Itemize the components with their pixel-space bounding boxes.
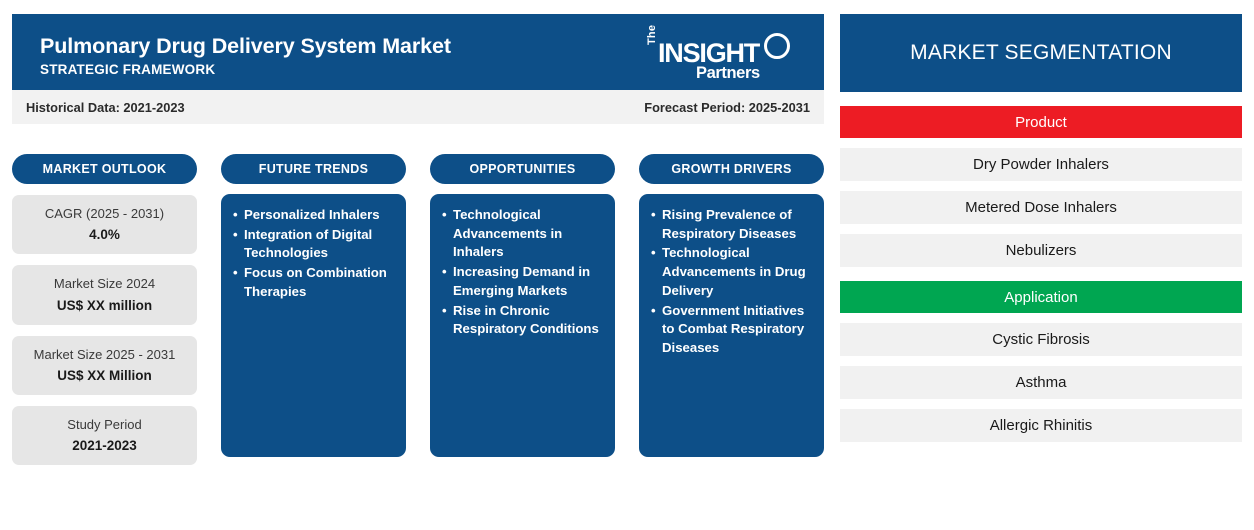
list-item: Allergic Rhinitis [840, 409, 1242, 442]
stat-value: US$ XX million [56, 297, 153, 313]
stat-value: US$ XX Million [57, 367, 152, 383]
list-item: Nebulizers [840, 234, 1242, 267]
historical-data-label: Historical Data: 2021-2023 [26, 99, 185, 115]
list-item: Rising Prevalence of Respiratory Disease… [651, 206, 814, 243]
column-header-growth-drivers: GROWTH DRIVERS [639, 154, 824, 184]
bullet-list: Rising Prevalence of Respiratory Disease… [651, 206, 814, 358]
page-title: Pulmonary Drug Delivery System Market [40, 34, 451, 58]
stat-label: Study Period [67, 416, 142, 432]
list-item: Asthma [840, 366, 1242, 399]
column-future-trends: FUTURE TRENDS Personalized Inhalers Inte… [221, 154, 406, 465]
list-item: Dry Powder Inhalers [840, 148, 1242, 181]
column-growth-drivers: GROWTH DRIVERS Rising Prevalence of Resp… [639, 154, 824, 465]
bullet-panel-growth-drivers: Rising Prevalence of Respiratory Disease… [639, 194, 824, 457]
meta-bar: Historical Data: 2021-2023 Forecast Peri… [12, 90, 824, 124]
stat-label: Market Size 2024 [53, 276, 156, 292]
list-item: Metered Dose Inhalers [840, 191, 1242, 224]
column-opportunities: OPPORTUNITIES Technological Advancements… [430, 154, 615, 465]
list-item: Government Initiatives to Combat Respira… [651, 302, 814, 358]
forecast-period-label: Forecast Period: 2025-2031 [644, 99, 810, 115]
list-item: Personalized Inhalers [233, 206, 396, 225]
bullet-panel-future-trends: Personalized Inhalers Integration of Dig… [221, 194, 406, 457]
page-subtitle: STRATEGIC FRAMEWORK [40, 61, 216, 77]
stat-label: Market Size 2025 - 2031 [33, 346, 176, 362]
segmentation-title: MARKET SEGMENTATION [840, 14, 1242, 92]
stat-label: CAGR (2025 - 2031) [44, 206, 165, 221]
column-header-market-outlook: MARKET OUTLOOK [12, 154, 197, 184]
list-item: Rise in Chronic Respiratory Conditions [442, 302, 605, 339]
market-segmentation-panel: MARKET SEGMENTATION Product Dry Powder I… [840, 14, 1242, 442]
bullet-list: Technological Advancements in Inhalers I… [442, 206, 605, 339]
title-bar: Pulmonary Drug Delivery System Market ST… [12, 14, 824, 90]
stat-study-period: Study Period 2021-2023 [12, 405, 197, 465]
column-market-outlook: MARKET OUTLOOK CAGR (2025 - 2031) 4.0% M… [12, 154, 197, 465]
title-block: Pulmonary Drug Delivery System Market ST… [40, 28, 451, 77]
list-item: Cystic Fibrosis [840, 323, 1242, 356]
list-item: Integration of Digital Technologies [233, 226, 396, 263]
logo-insight-text: INSIGHT [658, 38, 760, 68]
list-item: Focus on Combination Therapies [233, 264, 396, 301]
insight-partners-logo: The INSIGHT Partners [644, 24, 794, 90]
list-item: Technological Advancements in Drug Deliv… [651, 244, 814, 300]
stat-cagr: CAGR (2025 - 2031) 4.0% [12, 195, 197, 255]
list-item: Technological Advancements in Inhalers [442, 206, 605, 262]
segmentation-group-header-product: Product [840, 106, 1242, 138]
list-item: Increasing Demand in Emerging Markets [442, 263, 605, 300]
strategic-framework-panel: Pulmonary Drug Delivery System Market ST… [12, 14, 824, 124]
bullet-list: Personalized Inhalers Integration of Dig… [233, 206, 396, 302]
segmentation-group-header-application: Application [840, 281, 1242, 313]
logo-circle-icon [764, 33, 790, 59]
bullet-panel-opportunities: Technological Advancements in Inhalers I… [430, 194, 615, 457]
logo-partners-text: Partners [696, 64, 760, 82]
column-header-future-trends: FUTURE TRENDS [221, 154, 406, 184]
stat-value: 2021-2023 [72, 438, 137, 453]
stat-value: 4.0% [89, 227, 120, 243]
stat-market-size-2024: Market Size 2024 US$ XX million [12, 265, 197, 325]
stat-market-size-forecast: Market Size 2025 - 2031 US$ XX Million [12, 335, 197, 395]
logo-the-text: The [646, 24, 658, 45]
column-header-opportunities: OPPORTUNITIES [430, 154, 615, 184]
framework-columns: MARKET OUTLOOK CAGR (2025 - 2031) 4.0% M… [12, 154, 824, 465]
